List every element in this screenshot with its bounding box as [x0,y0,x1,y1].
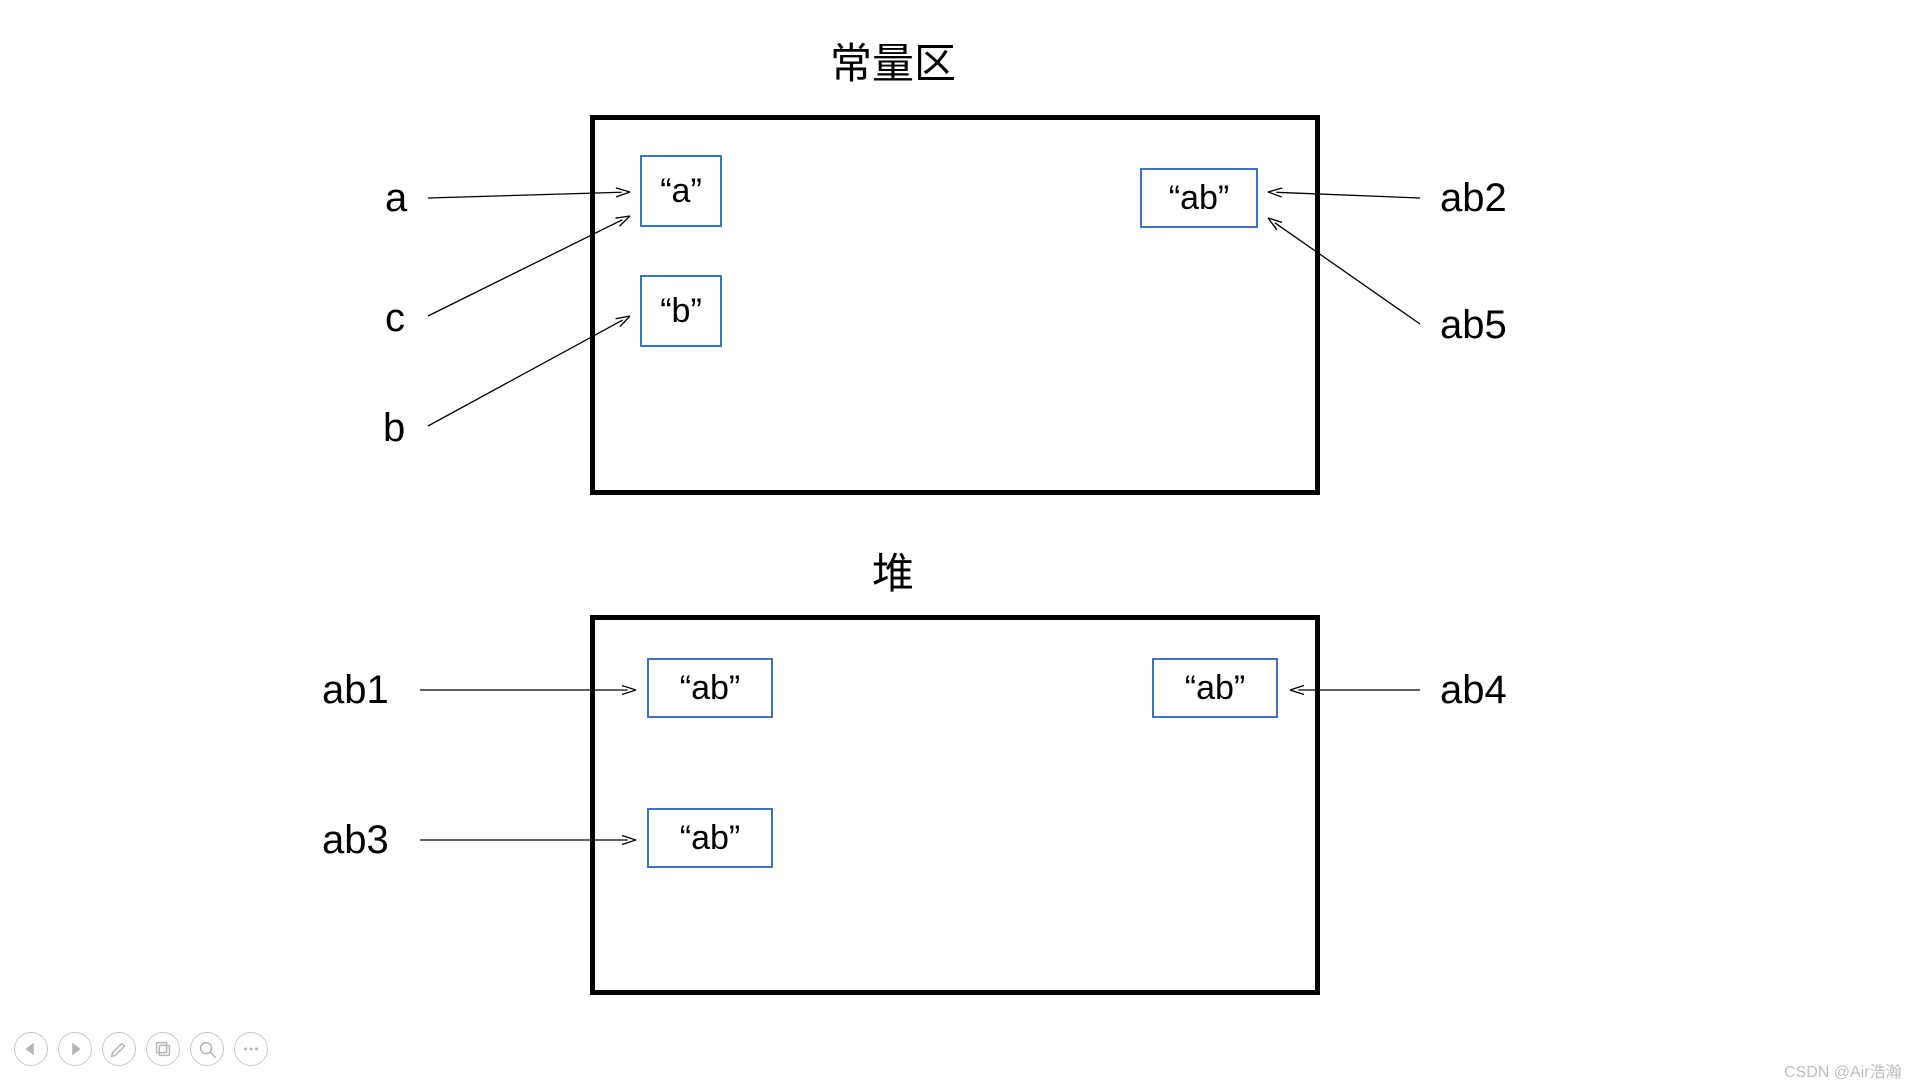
presentation-toolbar [14,1032,268,1066]
value-text: “ab” [1169,179,1229,218]
triangle-left-icon [20,1038,42,1060]
var-label-ab2: ab2 [1440,176,1507,221]
value-text: “ab” [1185,669,1245,708]
magnifier-icon [196,1038,218,1060]
diagram-stage: { "canvas": { "width": 1920, "height": 1… [0,0,1920,1080]
value-box-ab-heap-2: “ab” [1152,658,1278,718]
value-text: “b” [660,292,702,331]
dots-icon [240,1038,262,1060]
pen-icon [108,1038,130,1060]
var-label-a: a [385,176,407,221]
constant-region-title: 常量区 [830,30,956,91]
value-box-ab-heap-3: “ab” [647,808,773,868]
value-text: “a” [660,172,702,211]
var-label-ab1: ab1 [322,668,389,713]
value-text: “ab” [680,819,740,858]
toolbar-pen-button[interactable] [102,1032,136,1066]
var-label-c: c [385,296,405,341]
watermark-text: CSDN @Air浩瀚 [1784,1058,1902,1080]
copy-icon [152,1038,174,1060]
toolbar-prev-button[interactable] [14,1032,48,1066]
triangle-right-icon [64,1038,86,1060]
value-box-ab-const: “ab” [1140,168,1258,228]
var-label-ab4: ab4 [1440,668,1507,713]
var-label-ab5: ab5 [1440,303,1507,348]
toolbar-more-button[interactable] [234,1032,268,1066]
value-box-ab-heap-1: “ab” [647,658,773,718]
value-box-a: “a” [640,155,722,227]
toolbar-next-button[interactable] [58,1032,92,1066]
value-text: “ab” [680,669,740,708]
toolbar-zoom-button[interactable] [190,1032,224,1066]
value-box-b: “b” [640,275,722,347]
var-label-ab3: ab3 [322,818,389,863]
toolbar-copy-button[interactable] [146,1032,180,1066]
var-label-b: b [383,406,405,451]
heap-region-title: 堆 [872,540,914,601]
